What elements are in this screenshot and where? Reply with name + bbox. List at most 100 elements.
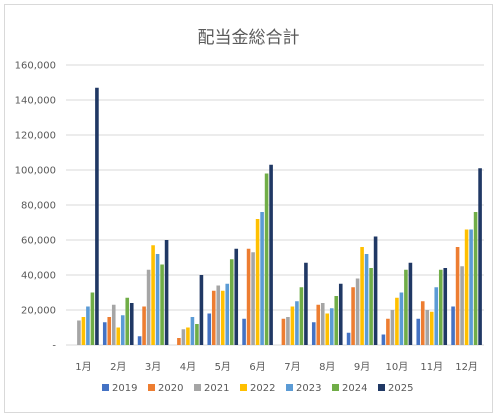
x-tick-label: 12月 bbox=[455, 361, 478, 373]
bar-2025-3 bbox=[164, 240, 169, 345]
bar-2025-2 bbox=[129, 303, 134, 345]
bar-2022-4 bbox=[186, 327, 190, 345]
bar-2023-9 bbox=[364, 254, 369, 345]
y-tick-label: 60,000 bbox=[21, 236, 56, 247]
x-tick-label: 10月 bbox=[386, 361, 409, 373]
legend-label-2024: 2024 bbox=[342, 383, 367, 394]
bar-2024-9 bbox=[369, 268, 373, 345]
legend-label-2023: 2023 bbox=[296, 383, 321, 394]
bar-2025-11 bbox=[443, 268, 448, 345]
bar-2025-10 bbox=[408, 262, 413, 345]
bar-2020-11 bbox=[420, 301, 425, 345]
bar-2024-7 bbox=[299, 287, 304, 345]
bar-2019-11 bbox=[416, 318, 421, 345]
bar-2025-12 bbox=[478, 168, 482, 345]
bar-2022-2 bbox=[116, 327, 121, 345]
bar-2024-1 bbox=[90, 292, 95, 345]
bar-2024-8 bbox=[334, 296, 339, 345]
x-tick-label: 5月 bbox=[215, 361, 231, 373]
bar-2022-8 bbox=[325, 313, 330, 345]
bar-2020-12 bbox=[455, 247, 460, 345]
bar-2024-2 bbox=[125, 297, 130, 345]
bar-2020-7 bbox=[281, 318, 286, 345]
legend-swatch-2022 bbox=[240, 384, 247, 391]
y-tick-label: 120,000 bbox=[15, 131, 56, 142]
bar-2021-2 bbox=[111, 304, 116, 345]
legend-swatch-2024 bbox=[332, 384, 339, 391]
bar-2022-9 bbox=[360, 247, 364, 345]
bar-2023-1 bbox=[86, 306, 90, 345]
bar-2025-6 bbox=[269, 164, 273, 345]
bar-2025-9 bbox=[373, 236, 378, 345]
bar-2020-9 bbox=[351, 287, 355, 345]
bar-2025-1 bbox=[95, 87, 99, 345]
bar-2021-5 bbox=[216, 285, 221, 345]
bar-2023-2 bbox=[120, 315, 125, 345]
bar-2021-3 bbox=[146, 269, 151, 345]
bar-2025-7 bbox=[304, 262, 308, 345]
bar-2024-4 bbox=[195, 324, 199, 345]
bar-2024-11 bbox=[438, 269, 443, 345]
bar-2019-5 bbox=[207, 313, 212, 345]
bar-2024-6 bbox=[264, 173, 269, 345]
bar-2023-6 bbox=[260, 212, 264, 345]
bar-2022-10 bbox=[395, 297, 399, 345]
bar-2022-6 bbox=[255, 219, 260, 345]
legend-swatch-2020 bbox=[148, 384, 155, 391]
bar-2022-12 bbox=[464, 229, 469, 345]
bar-2021-11 bbox=[425, 310, 430, 345]
bar-2023-11 bbox=[434, 287, 439, 345]
bar-2021-12 bbox=[460, 266, 464, 345]
bar-2019-2 bbox=[102, 322, 107, 345]
y-tick-label: 140,000 bbox=[15, 96, 56, 107]
bar-2019-3 bbox=[137, 336, 142, 345]
y-tick-label: 40,000 bbox=[21, 271, 56, 282]
bar-2023-5 bbox=[225, 283, 230, 345]
legend-swatch-2023 bbox=[286, 384, 293, 391]
bar-2019-10 bbox=[381, 334, 386, 345]
bar-2023-4 bbox=[190, 317, 195, 345]
bar-2020-8 bbox=[316, 304, 321, 345]
x-tick-label: 11月 bbox=[420, 361, 443, 373]
legend-label-2021: 2021 bbox=[204, 383, 229, 394]
legend-swatch-2025 bbox=[378, 384, 385, 391]
bar-2022-11 bbox=[429, 311, 434, 345]
x-tick-label: 1月 bbox=[75, 361, 91, 373]
legend-swatch-2021 bbox=[194, 384, 201, 391]
bar-2020-3 bbox=[142, 306, 146, 345]
x-tick-label: 7月 bbox=[284, 361, 300, 373]
bar-2025-4 bbox=[199, 275, 204, 345]
bar-2021-1 bbox=[77, 320, 81, 345]
bar-2019-9 bbox=[346, 332, 351, 345]
x-tick-label: 3月 bbox=[145, 361, 161, 373]
bar-2022-1 bbox=[81, 317, 86, 345]
bar-2025-8 bbox=[338, 283, 343, 345]
legend-label-2020: 2020 bbox=[158, 383, 183, 394]
x-tick-label: 9月 bbox=[354, 361, 370, 373]
bar-2020-4 bbox=[177, 338, 181, 345]
bar-2020-10 bbox=[386, 318, 390, 345]
bar-2021-10 bbox=[390, 310, 395, 345]
bar-2019-12 bbox=[451, 306, 455, 345]
bar-2023-7 bbox=[295, 301, 299, 345]
bar-2024-10 bbox=[404, 269, 408, 345]
bar-2021-7 bbox=[286, 317, 290, 345]
bar-2020-5 bbox=[211, 290, 216, 345]
legend-label-2025: 2025 bbox=[388, 383, 413, 394]
bar-2022-5 bbox=[220, 290, 225, 345]
bar-2024-5 bbox=[229, 259, 234, 345]
legend-label-2019: 2019 bbox=[112, 383, 137, 394]
bar-2022-7 bbox=[290, 306, 295, 345]
x-tick-label: 2月 bbox=[110, 361, 126, 373]
y-tick-label: 80,000 bbox=[21, 201, 56, 212]
y-tick-label: 20,000 bbox=[21, 306, 56, 317]
bar-2021-9 bbox=[355, 278, 360, 345]
bar-2023-10 bbox=[399, 292, 404, 345]
legend-label-2022: 2022 bbox=[250, 383, 275, 394]
x-tick-label: 4月 bbox=[180, 361, 196, 373]
bar-2019-6 bbox=[242, 318, 246, 345]
bar-2020-6 bbox=[246, 248, 251, 345]
bar-2024-12 bbox=[473, 212, 478, 345]
